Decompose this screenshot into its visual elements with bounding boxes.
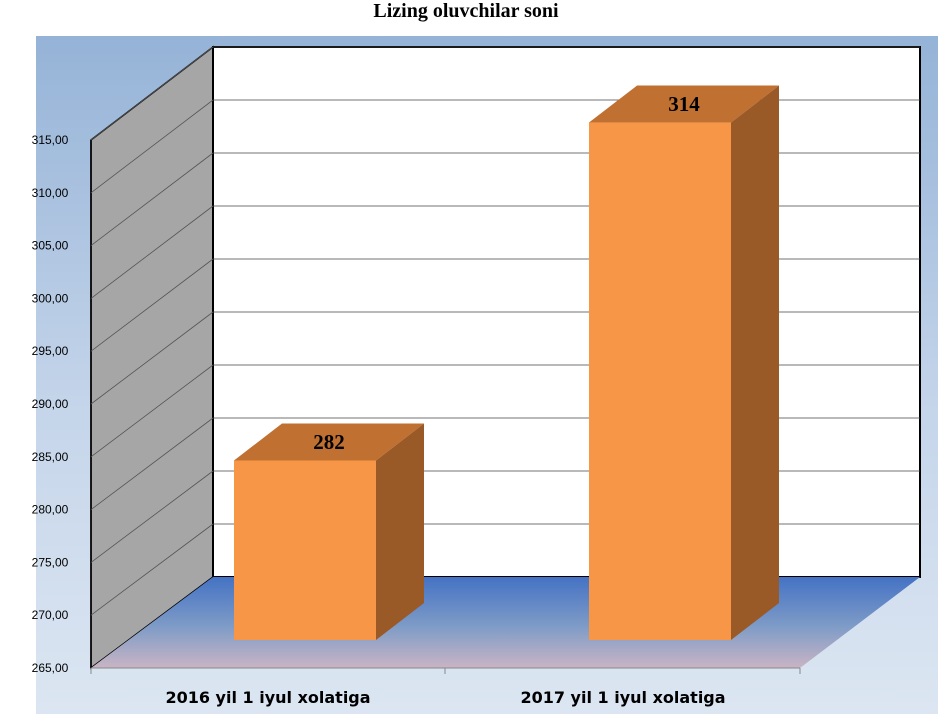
side-gridline <box>90 470 214 563</box>
bar-top <box>589 85 779 123</box>
y-tick-label: 315,00 <box>32 133 69 147</box>
bar-value-label: 282 <box>313 430 345 454</box>
side-gridline <box>90 364 214 458</box>
bars: 282 314 <box>234 85 779 640</box>
side-gridline <box>90 99 214 194</box>
y-tick-label: 310,00 <box>32 186 69 200</box>
x-axis-labels: 2016 yil 1 iyul xolatiga 2017 yil 1 iyul … <box>90 668 801 707</box>
bar <box>589 122 731 640</box>
y-tick-label: 290,00 <box>32 397 69 411</box>
chart-title: Lizing oluvchilar soni <box>373 0 559 22</box>
side-gridline <box>90 152 214 246</box>
y-tick-label: 275,00 <box>32 555 69 569</box>
bar-top <box>234 423 424 461</box>
x-category-label: 2017 yil 1 iyul xolatiga <box>520 688 725 707</box>
side-gridline <box>90 258 214 352</box>
side-gridline <box>90 417 214 510</box>
bar-side <box>731 85 779 640</box>
bar-value-label: 314 <box>668 92 700 116</box>
y-tick-label: 305,00 <box>32 239 69 253</box>
bar-side <box>376 423 424 640</box>
x-category-label: 2016 yil 1 iyul xolatiga <box>165 688 370 707</box>
side-gridline <box>90 46 214 141</box>
y-tick-label: 285,00 <box>32 450 69 464</box>
side-gridline <box>90 311 214 405</box>
side-gridline <box>90 205 214 299</box>
floor <box>91 577 920 668</box>
y-tick-label: 295,00 <box>32 344 69 358</box>
gridlines <box>90 46 920 616</box>
y-tick-label: 280,00 <box>32 503 69 517</box>
bar <box>234 460 376 640</box>
y-tick-label: 300,00 <box>32 291 69 305</box>
y-tick-label: 270,00 <box>32 608 69 622</box>
y-axis-ticks: 265,00 270,00 275,00 280,00 285,00 290,00 295,… <box>32 133 69 675</box>
side-gridline <box>90 523 214 616</box>
y-tick-label: 265,00 <box>32 661 69 675</box>
